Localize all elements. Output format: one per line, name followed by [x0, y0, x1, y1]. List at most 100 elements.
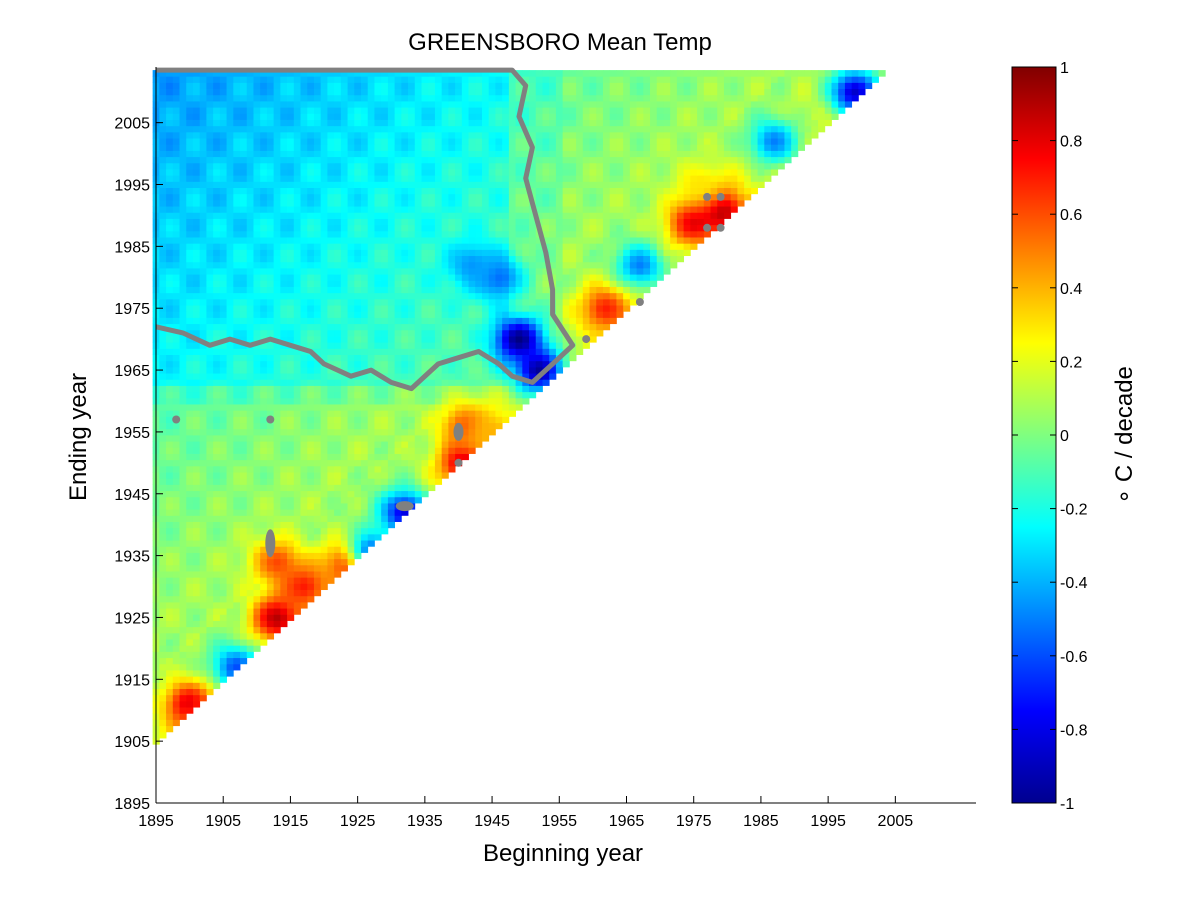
heatmap-cell [361, 404, 369, 411]
heatmap-cell [166, 608, 174, 615]
heatmap-cell [576, 255, 584, 263]
heatmap-cell [576, 305, 584, 312]
heatmap-cell [266, 292, 275, 300]
heatmap-cell [172, 472, 180, 479]
heatmap-cell [515, 379, 523, 386]
heatmap-cell [240, 645, 248, 652]
heatmap-cell [569, 218, 577, 226]
heatmap-cell [313, 317, 322, 325]
heatmap-cell [542, 342, 550, 349]
heatmap-cell [421, 138, 429, 145]
heatmap-cell [166, 465, 174, 473]
heatmap-cell [562, 193, 570, 201]
heatmap-cell [569, 255, 577, 263]
heatmap-cell [421, 261, 429, 269]
heatmap-cell [186, 404, 194, 411]
heatmap-cell [529, 329, 537, 337]
heatmap-cell [522, 292, 530, 300]
heatmap-cell [206, 305, 214, 312]
heatmap-cell [481, 329, 490, 337]
heatmap-cell [179, 484, 187, 492]
heatmap-cell [569, 329, 577, 337]
heatmap-cell [213, 657, 221, 665]
heatmap-cell [414, 144, 422, 151]
heatmap-cell [542, 268, 550, 275]
heatmap-cell [394, 138, 402, 145]
heatmap-cell [172, 589, 180, 597]
heatmap-cell [408, 131, 416, 139]
heatmap-cell [206, 601, 214, 609]
heatmap-cell [199, 138, 207, 145]
heatmap-cell [529, 131, 537, 139]
heatmap-cell [192, 651, 201, 659]
heatmap-cell [697, 206, 705, 213]
heatmap-cell [192, 670, 201, 677]
heatmap-cell [764, 162, 772, 170]
heatmap-cell [549, 162, 557, 170]
heatmap-cell [219, 150, 227, 158]
heatmap-cell [206, 651, 214, 659]
heatmap-cell [461, 336, 469, 343]
heatmap-cell [172, 509, 180, 516]
heatmap-cell [300, 447, 308, 454]
heatmap-cell [408, 156, 416, 164]
heatmap-cell [260, 404, 268, 411]
heatmap-cell [166, 639, 174, 646]
heatmap-cell [683, 138, 691, 145]
heatmap-cell [354, 360, 362, 368]
heatmap-cell [455, 156, 463, 164]
heatmap-cell [468, 162, 476, 170]
heatmap-cell [434, 237, 443, 244]
heatmap-cell [226, 360, 234, 368]
heatmap-cell [428, 175, 436, 182]
heatmap-cell [159, 564, 167, 572]
heatmap-cell [629, 292, 637, 300]
heatmap-cell [683, 237, 691, 244]
heatmap-cell [670, 187, 678, 195]
heatmap-cell [246, 515, 254, 522]
heatmap-cell [159, 212, 167, 219]
heatmap-cell [367, 243, 375, 250]
heatmap-cell [562, 311, 570, 318]
heatmap-cell [455, 274, 463, 281]
heatmap-cell [475, 286, 483, 294]
heatmap-cell [475, 175, 483, 182]
heatmap-cell [260, 193, 268, 201]
heatmap-cell [280, 564, 288, 572]
heatmap-cell [354, 397, 362, 405]
heatmap-cell [616, 150, 624, 158]
heatmap-cell [300, 125, 308, 133]
heatmap-cell [636, 218, 644, 226]
heatmap-cell [428, 459, 436, 467]
heatmap-cell [253, 428, 261, 436]
heatmap-cell [179, 354, 187, 362]
heatmap-cell [354, 478, 362, 485]
heatmap-cell [347, 169, 355, 176]
heatmap-cell [468, 230, 476, 238]
heatmap-cell [179, 292, 187, 300]
heatmap-cell [481, 366, 490, 374]
heatmap-cell [226, 274, 234, 281]
heatmap-cell [226, 459, 234, 467]
heatmap-cell [408, 484, 416, 492]
heatmap-cell [166, 651, 174, 659]
heatmap-cell [280, 490, 288, 498]
heatmap-cell [219, 261, 227, 269]
heatmap-cell [421, 187, 429, 195]
heatmap-cell [280, 230, 288, 238]
heatmap-cell [347, 472, 355, 479]
heatmap-cell [199, 682, 207, 689]
heatmap-cell [609, 150, 617, 158]
heatmap-cell [676, 255, 685, 263]
heatmap-cell [334, 422, 342, 430]
heatmap-cell [549, 156, 557, 164]
heatmap-cell [381, 410, 389, 417]
heatmap-cell [313, 162, 322, 170]
heatmap-cell [172, 657, 180, 665]
heatmap-cell [650, 150, 658, 158]
heatmap-cell [340, 527, 348, 535]
heatmap-cell [387, 354, 396, 362]
heatmap-cell [233, 490, 241, 498]
heatmap-cell [441, 348, 449, 355]
heatmap-cell [186, 336, 194, 343]
